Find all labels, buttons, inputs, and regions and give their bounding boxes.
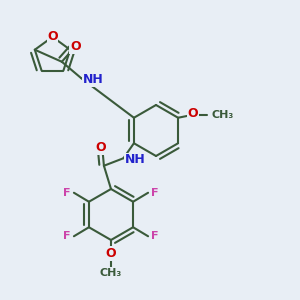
Text: O: O: [70, 40, 81, 53]
Text: F: F: [151, 231, 159, 241]
Text: CH₃: CH₃: [211, 110, 233, 120]
Text: O: O: [188, 107, 198, 120]
Text: NH: NH: [125, 153, 146, 166]
Text: F: F: [63, 231, 71, 241]
Text: F: F: [151, 188, 159, 198]
Text: F: F: [63, 188, 71, 198]
Text: NH: NH: [83, 73, 104, 86]
Text: O: O: [47, 30, 58, 44]
Text: O: O: [106, 247, 116, 260]
Text: CH₃: CH₃: [100, 268, 122, 278]
Text: O: O: [96, 141, 106, 154]
